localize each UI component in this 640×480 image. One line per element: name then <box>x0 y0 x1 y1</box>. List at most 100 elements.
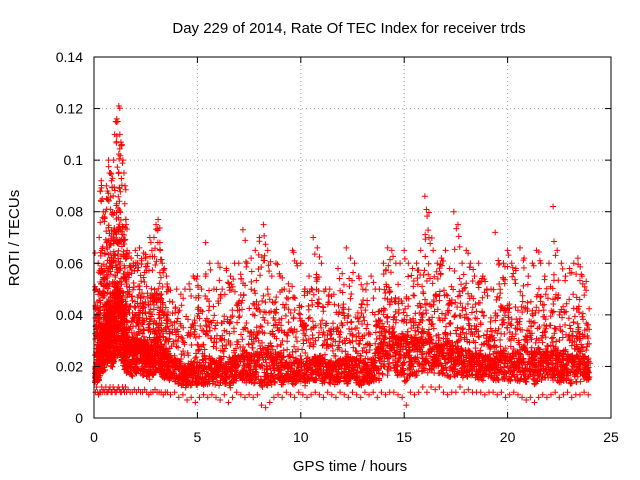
data-point <box>105 298 112 305</box>
data-point <box>187 330 194 337</box>
data-point <box>196 346 203 353</box>
data-point <box>207 357 214 364</box>
data-point <box>179 369 186 376</box>
data-point <box>157 338 164 345</box>
data-point <box>199 364 206 371</box>
data-point <box>188 341 195 348</box>
data-point <box>284 338 291 345</box>
data-point <box>230 325 237 332</box>
data-point <box>92 249 99 256</box>
data-point <box>243 379 250 386</box>
data-point <box>296 310 303 317</box>
data-point <box>450 208 457 215</box>
data-point <box>152 262 159 269</box>
data-point <box>306 273 313 280</box>
data-point <box>139 330 146 337</box>
data-point <box>158 319 165 326</box>
data-point <box>139 305 146 312</box>
data-point <box>96 304 103 311</box>
data-point <box>109 175 116 182</box>
data-point <box>264 286 271 293</box>
data-point <box>129 373 136 380</box>
data-point <box>179 391 186 398</box>
data-point <box>327 331 334 338</box>
data-point <box>234 302 241 309</box>
data-point <box>186 370 193 377</box>
data-point <box>118 228 125 235</box>
data-point <box>173 286 180 293</box>
data-point <box>229 313 236 320</box>
data-point <box>151 253 158 260</box>
data-point <box>134 252 141 259</box>
data-point <box>234 361 241 368</box>
data-point <box>217 396 224 403</box>
data-point <box>116 198 123 205</box>
data-point <box>159 299 166 306</box>
data-point <box>95 377 102 384</box>
data-point <box>158 291 165 298</box>
data-point <box>263 359 270 366</box>
data-point <box>244 260 251 267</box>
data-point <box>262 299 269 306</box>
data-point <box>416 360 423 367</box>
data-point <box>233 389 240 396</box>
data-point <box>140 249 147 256</box>
data-point <box>313 274 320 281</box>
data-point <box>428 235 435 242</box>
data-point <box>335 265 342 272</box>
data-point <box>186 286 193 293</box>
data-point <box>347 295 354 302</box>
data-point <box>259 297 266 304</box>
data-point <box>351 260 358 267</box>
data-point <box>117 208 124 215</box>
data-point <box>107 250 114 257</box>
data-point <box>211 338 218 345</box>
data-point <box>156 239 163 246</box>
data-point <box>121 237 128 244</box>
data-point <box>200 341 207 348</box>
data-point <box>194 378 201 385</box>
data-point <box>202 239 209 246</box>
data-point <box>381 306 388 313</box>
data-point <box>132 304 139 311</box>
data-points <box>92 102 594 411</box>
data-point <box>105 285 112 292</box>
data-point <box>456 275 463 282</box>
data-point <box>122 384 129 391</box>
chart-title: Day 229 of 2014, Rate Of TEC Index for r… <box>172 20 525 37</box>
data-point <box>249 340 256 347</box>
data-point <box>422 253 429 260</box>
data-point <box>150 234 157 241</box>
data-point <box>124 319 131 326</box>
data-point <box>185 352 192 359</box>
data-point <box>213 394 220 401</box>
data-point <box>113 309 120 316</box>
data-point <box>175 344 182 351</box>
data-point <box>140 274 147 281</box>
data-point <box>216 264 223 271</box>
data-point <box>261 252 268 259</box>
data-point <box>103 273 110 280</box>
data-point <box>124 253 131 260</box>
data-point <box>219 332 226 339</box>
data-point <box>138 257 145 264</box>
data-point <box>135 322 142 329</box>
data-point <box>282 312 289 319</box>
data-point <box>137 295 144 302</box>
data-point <box>152 369 159 376</box>
data-point <box>455 233 462 240</box>
data-point <box>161 340 168 347</box>
data-point <box>198 286 205 293</box>
data-point <box>118 182 125 189</box>
data-point <box>251 379 258 386</box>
data-point <box>148 342 155 349</box>
data-point <box>206 260 213 267</box>
data-point <box>320 308 327 315</box>
data-point <box>457 384 464 391</box>
data-point <box>314 244 321 251</box>
data-point <box>386 256 393 263</box>
data-point <box>216 277 223 284</box>
data-point <box>174 357 181 364</box>
data-point <box>256 328 263 335</box>
data-point <box>155 311 162 318</box>
